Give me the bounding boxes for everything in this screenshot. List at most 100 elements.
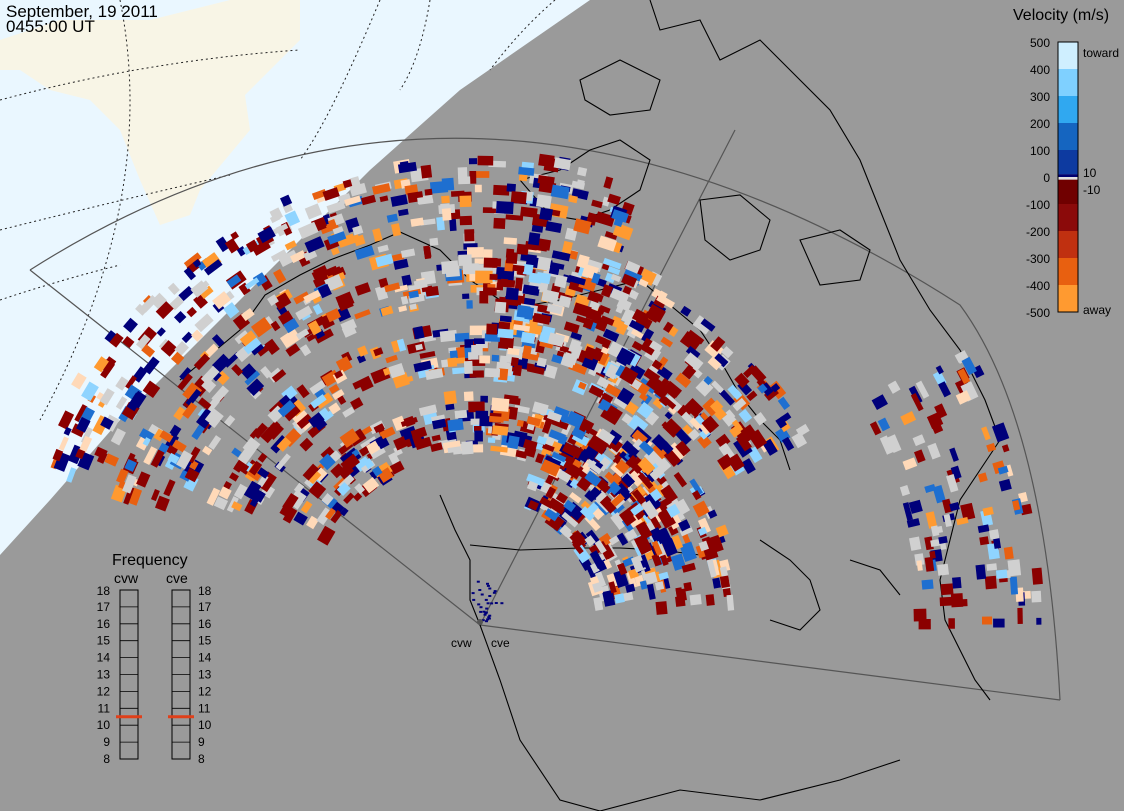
velocity-cell [668,442,686,461]
velocity-cell [186,306,197,318]
velocity-cell [308,481,327,499]
velocity-cell [492,591,496,594]
velocity-cell [503,237,518,245]
velocity-cell [616,387,635,406]
velocity-cell [615,459,630,475]
velocity-cell [400,248,416,258]
velocity-cell [479,606,483,609]
velocity-cell [587,427,598,437]
velocity-cell [486,323,498,335]
velocity-cell [930,525,940,537]
velocity-cell [646,583,656,600]
velocity-cell [591,199,603,209]
velocity-cell [757,383,768,394]
velocity-cell [484,333,501,342]
velocity-cell [624,260,641,274]
velocity-cell [491,425,509,436]
velocity-cell [379,195,389,203]
velocity-cell [651,540,663,556]
velocity-cell [373,423,385,433]
velocity-cell [610,273,622,283]
velocity-cell [961,356,977,376]
velocity-cell [632,438,645,451]
velocity-cell [489,273,498,281]
velocity-cell [495,201,514,215]
velocity-cell [505,214,524,221]
velocity-cell [480,593,484,596]
velocity-cell [192,259,202,268]
velocity-cell [122,336,135,349]
velocity-cell [486,602,490,605]
velocity-cell [949,502,960,512]
velocity-cell [644,571,658,585]
velocity-cell [597,235,617,252]
velocity-cell [413,360,432,373]
velocity-cell [558,295,572,308]
velocity-cell [551,250,571,262]
velocity-cell [483,613,487,616]
velocity-cell [568,194,578,204]
velocity-cell [485,607,489,610]
velocity-cell [604,471,618,485]
velocity-cell [540,459,561,477]
velocity-cell [354,245,375,260]
velocity-cell [524,191,533,202]
velocity-cell [484,368,501,378]
velocity-cell [588,384,604,398]
velocity-cell [418,404,438,417]
velocity-cell [568,339,582,354]
velocity-cell [223,302,240,319]
velocity-cell [452,367,467,375]
velocity-cell [995,569,1008,579]
velocity-cell [527,499,539,511]
velocity-cell [339,507,349,517]
velocity-cell [608,581,617,594]
velocity-cell [397,208,409,217]
velocity-cell [697,517,711,535]
velocity-cell [378,277,389,288]
velocity-cell [639,580,648,590]
velocity-cell [487,616,491,619]
velocity-cell [185,388,202,407]
velocity-cell [522,263,534,276]
velocity-cell [244,370,261,386]
velocity-cell [226,274,242,288]
velocity-cell [606,265,621,276]
velocity-cell [637,472,654,490]
velocity-cell [637,457,656,476]
velocity-cell [589,550,605,570]
velocity-cell [482,207,497,214]
velocity-cell [954,350,969,363]
velocity-cell [625,454,638,468]
velocity-cell [513,405,530,414]
velocity-cell [689,594,702,606]
velocity-cell [736,433,752,452]
velocity-cell [447,418,464,432]
time-label: 0455:00 UT [6,17,95,36]
velocity-cell [303,249,318,262]
velocity-cell [110,428,126,446]
velocity-cell [71,372,87,390]
velocity-cell [312,295,322,304]
velocity-cell [727,384,743,401]
velocity-cell [649,515,662,531]
velocity-cell [316,507,333,526]
velocity-cell [293,291,310,305]
velocity-cell [359,379,374,392]
velocity-cell [296,413,313,430]
velocity-cell [304,236,325,254]
velocity-cell [425,368,444,381]
velocity-cell [243,480,262,501]
velocity-cell [614,593,625,604]
velocity-cell [166,444,178,456]
velocity-cell [608,535,620,546]
velocity-cell [361,194,377,206]
velocity-cell [604,230,618,240]
velocity-cell [674,498,691,516]
velocity-cell [249,489,264,508]
velocity-cell [935,365,944,375]
velocity-cell [910,392,924,412]
velocity-cell [285,343,301,357]
velocity-cell [688,428,701,441]
velocity-cell [322,187,340,201]
